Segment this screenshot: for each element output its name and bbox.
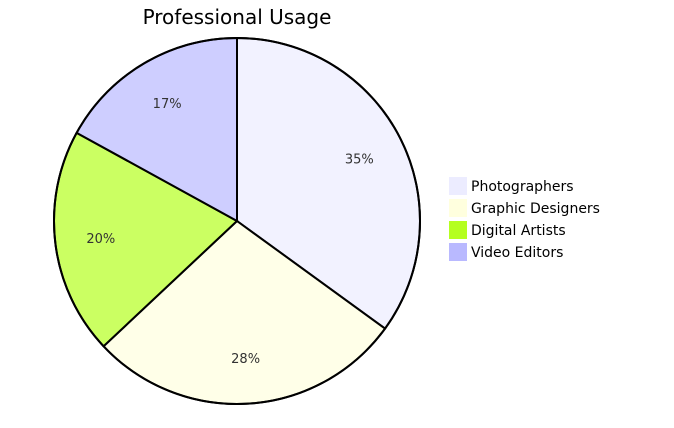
slice-label: 28% <box>231 352 260 367</box>
legend-swatch <box>449 221 467 239</box>
legend-swatch <box>449 199 467 217</box>
chart-title: Professional Usage <box>143 5 332 29</box>
slice-label: 35% <box>345 153 374 168</box>
legend-label: Video Editors <box>471 245 563 261</box>
slice-label: 20% <box>86 232 115 247</box>
legend-swatch <box>449 243 467 261</box>
slice-label: 17% <box>153 97 182 112</box>
legend-label: Photographers <box>471 179 574 195</box>
legend-swatch <box>449 177 467 195</box>
legend-label: Graphic Designers <box>471 201 600 217</box>
pie-outline <box>53 37 421 405</box>
legend-label: Digital Artists <box>471 223 566 239</box>
